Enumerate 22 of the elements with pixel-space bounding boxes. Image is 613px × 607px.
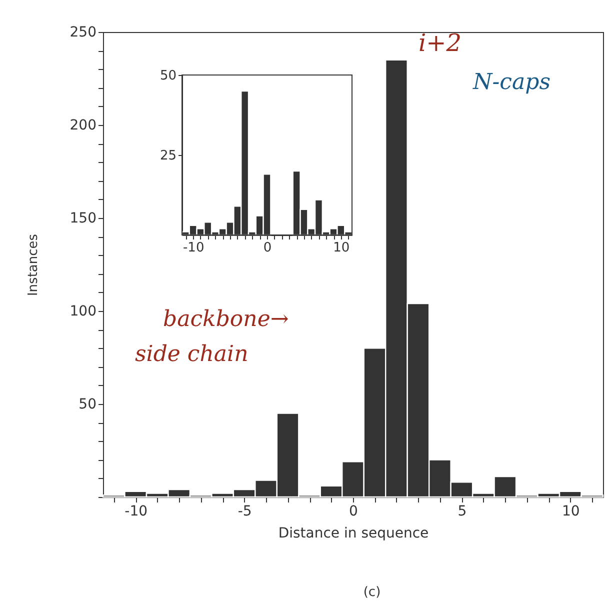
annotation: side chain (135, 342, 248, 367)
x-tick-label: 5 (458, 504, 467, 520)
x-tick-label: 10 (333, 240, 350, 256)
x-tick-label: -5 (238, 504, 252, 520)
x-axis-title: Distance in sequence (278, 526, 429, 542)
y-tick-label: 250 (70, 24, 96, 40)
x-tick-label: 0 (263, 240, 272, 256)
y-tick-label: 50 (78, 396, 96, 412)
y-tick-label: 100 (70, 304, 96, 320)
text: (c) (363, 585, 381, 600)
x-tick-label: 0 (349, 504, 358, 520)
y-tick-label: 25 (160, 148, 176, 164)
y-tick-label: 150 (70, 210, 96, 226)
y-axis-title: Instances (26, 234, 41, 296)
annotation: i+2 (418, 28, 462, 57)
x-tick-label: 10 (562, 504, 580, 520)
y-tick-label: 50 (160, 68, 176, 84)
annotation: backbone→ (163, 307, 289, 332)
x-tick-label: -10 (124, 504, 148, 520)
x-tick-label: -10 (182, 240, 204, 256)
annotation: N-caps (472, 70, 550, 95)
y-tick-label: 200 (70, 118, 96, 134)
